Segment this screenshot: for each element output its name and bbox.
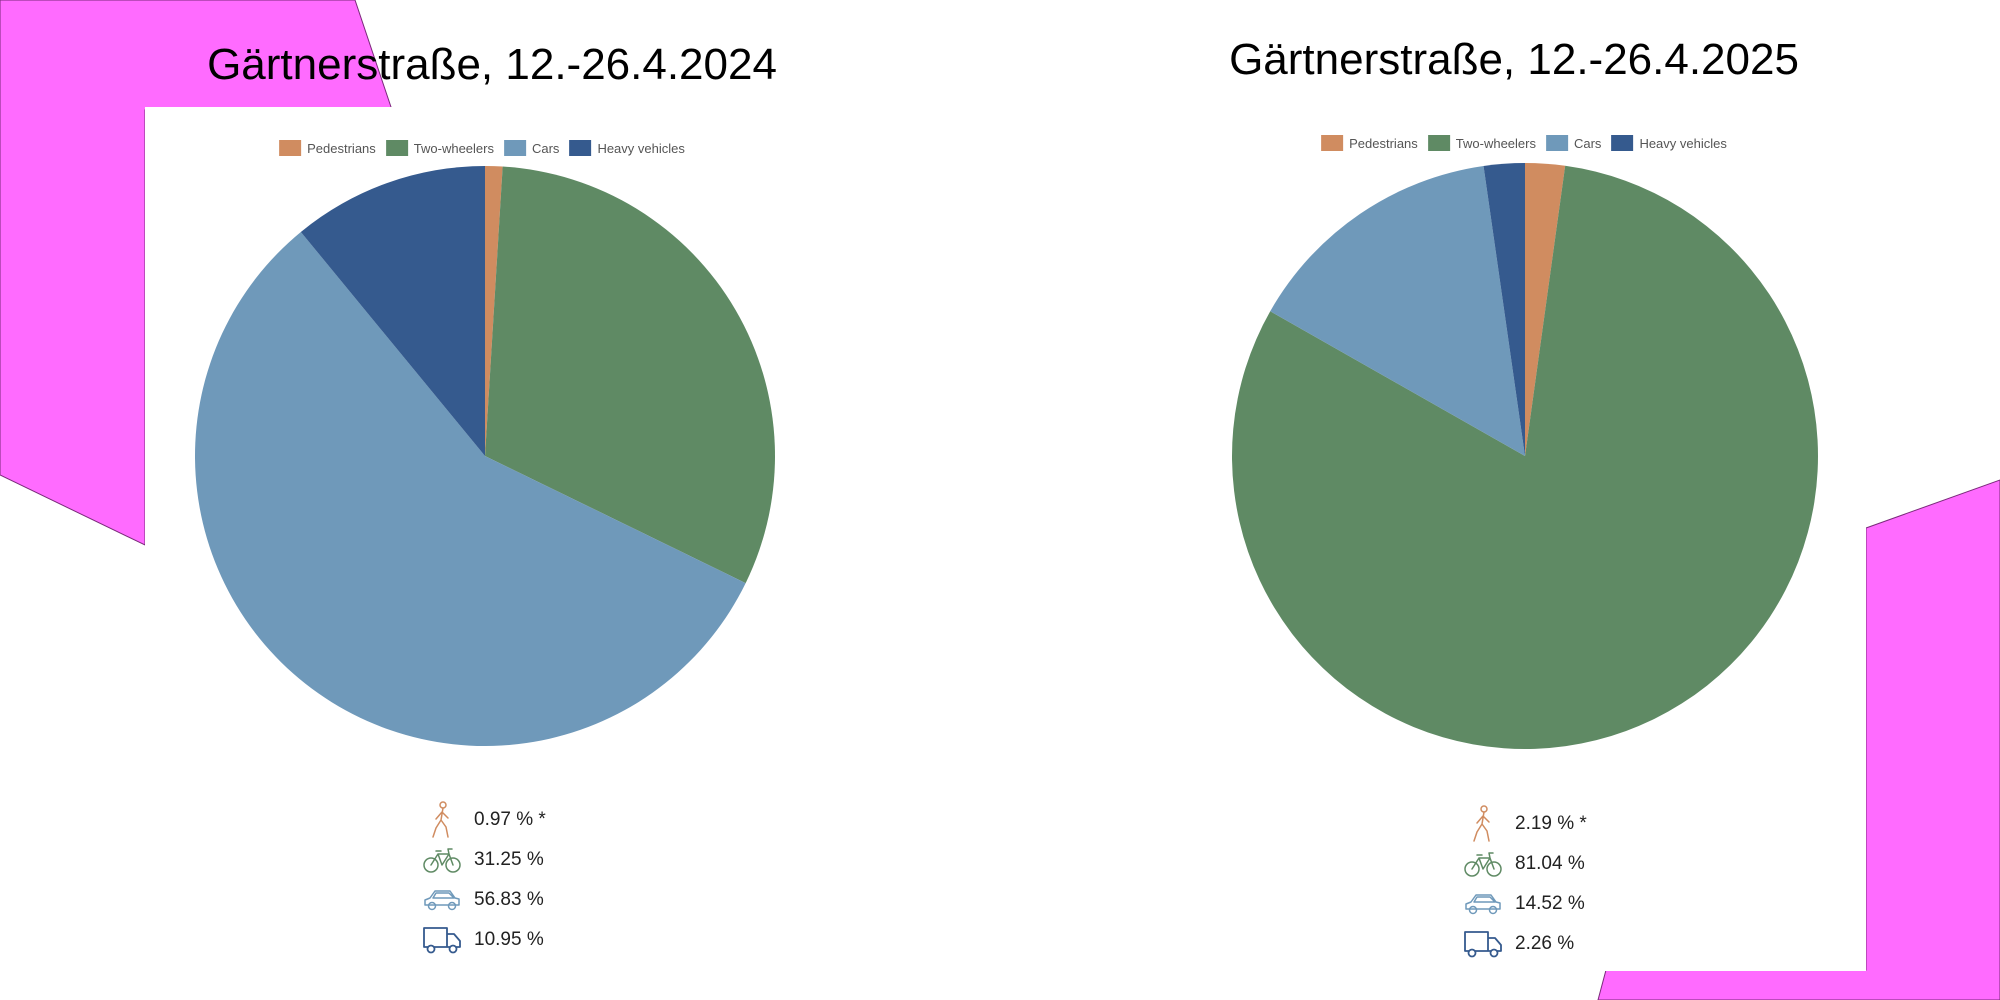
pedestrian-icon [1461, 804, 1505, 844]
stat-value: 2.19 % * [1515, 813, 1587, 834]
legend-swatch [569, 140, 592, 156]
truck-icon [1461, 924, 1505, 964]
pie-slice-cars[interactable] [1270, 165, 1525, 456]
legend-item-cars[interactable]: Cars [1545, 135, 1602, 151]
pie-slice-heavy-vehicles[interactable] [300, 166, 485, 456]
pie-slice-two-wheelers[interactable] [1232, 165, 1818, 750]
stat-row-cars: 56.83 % [420, 880, 544, 920]
legend-item-two-wheelers[interactable]: Two-wheelers [385, 140, 494, 156]
pie-slice-cars[interactable] [195, 231, 746, 746]
legend-swatch [1427, 135, 1450, 151]
stat-value: 56.83 % [474, 889, 544, 910]
magenta-shape-right [1597, 479, 2000, 1000]
stat-row-two-wheelers: 81.04 % [1461, 844, 1585, 884]
stat-value: 10.95 % [474, 929, 544, 950]
legend-label: Heavy vehicles [597, 140, 685, 156]
legend-label: Pedestrians [307, 140, 376, 156]
legend-swatch [385, 140, 408, 156]
car-icon [420, 880, 464, 920]
bicycle-icon [1461, 844, 1505, 884]
stat-row-two-wheelers: 31.25 % [420, 840, 544, 880]
legend-swatch [1611, 135, 1634, 151]
chart-legend: Pedestrians Two-wheelers Cars Heavy vehi… [279, 140, 685, 156]
chart-title: Gärtnerstraße, 12.-26.4.2025 [1229, 35, 1799, 84]
stat-row-heavy-vehicles: 10.95 % [420, 920, 544, 960]
pie-slice-two-wheelers[interactable] [485, 166, 775, 584]
legend-item-heavy-vehicles[interactable]: Heavy vehicles [1611, 135, 1727, 151]
legend-label: Cars [1573, 135, 1602, 151]
legend-item-two-wheelers[interactable]: Two-wheelers [1427, 135, 1536, 151]
legend-label: Two-wheelers [413, 140, 494, 156]
stat-value: 2.26 % [1515, 933, 1575, 954]
truck-icon [420, 920, 464, 960]
legend-swatch [503, 140, 526, 156]
pedestrian-icon [420, 800, 464, 840]
car-icon [1461, 884, 1505, 924]
stat-row-pedestrians: 2.19 % * [1461, 804, 1587, 844]
legend-swatch [279, 140, 302, 156]
stat-value: 14.52 % [1515, 893, 1585, 914]
stat-value: 81.04 % [1515, 853, 1585, 874]
stat-row-cars: 14.52 % [1461, 884, 1585, 924]
legend-label: Two-wheelers [1455, 135, 1536, 151]
legend-swatch [1321, 135, 1344, 151]
legend-item-pedestrians[interactable]: Pedestrians [279, 140, 376, 156]
stat-row-pedestrians: 0.97 % * [420, 800, 546, 840]
legend-item-pedestrians[interactable]: Pedestrians [1321, 135, 1418, 151]
stat-value: 0.97 % * [474, 809, 546, 830]
pie-slice-pedestrians[interactable] [1525, 163, 1566, 456]
legend-label: Heavy vehicles [1639, 135, 1727, 151]
legend-item-heavy-vehicles[interactable]: Heavy vehicles [569, 140, 685, 156]
legend-item-cars[interactable]: Cars [503, 140, 560, 156]
pie-slice-pedestrians[interactable] [485, 166, 503, 456]
chart-legend: Pedestrians Two-wheelers Cars Heavy vehi… [1321, 135, 1727, 151]
stat-value: 31.25 % [474, 849, 544, 870]
bicycle-icon [420, 840, 464, 880]
legend-swatch [1545, 135, 1568, 151]
legend-label: Pedestrians [1349, 135, 1418, 151]
stat-row-heavy-vehicles: 2.26 % [1461, 924, 1574, 964]
chart-title: Gärtnerstraße, 12.-26.4.2024 [207, 40, 777, 89]
legend-label: Cars [531, 140, 560, 156]
pie-slice-heavy-vehicles[interactable] [1483, 163, 1525, 456]
